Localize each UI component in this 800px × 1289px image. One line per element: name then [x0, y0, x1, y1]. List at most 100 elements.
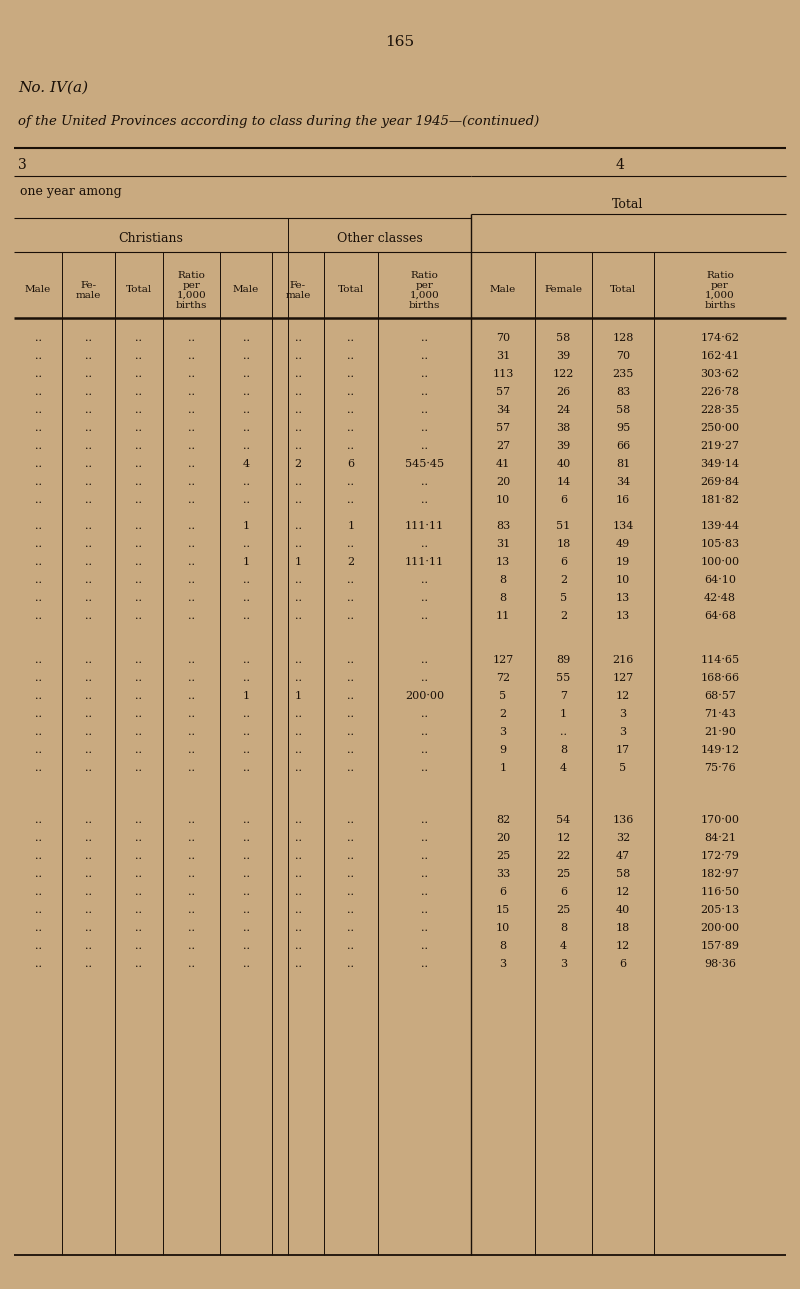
- Text: ..: ..: [242, 851, 250, 861]
- Text: ..: ..: [135, 833, 142, 843]
- Text: 122: 122: [553, 369, 574, 379]
- Text: ..: ..: [85, 941, 92, 951]
- Text: ..: ..: [34, 521, 42, 531]
- Text: of the United Provinces according to class during the year 1945—(continued): of the United Provinces according to cla…: [18, 116, 539, 129]
- Text: 105·83: 105·83: [701, 539, 739, 549]
- Text: ..: ..: [188, 459, 195, 469]
- Text: ..: ..: [294, 575, 302, 585]
- Text: ..: ..: [85, 441, 92, 451]
- Text: ..: ..: [188, 423, 195, 433]
- Text: 32: 32: [616, 833, 630, 843]
- Text: ..: ..: [242, 369, 250, 379]
- Text: 27: 27: [496, 441, 510, 451]
- Text: ..: ..: [85, 709, 92, 719]
- Text: ..: ..: [34, 423, 42, 433]
- Text: 17: 17: [616, 745, 630, 755]
- Text: 4: 4: [560, 941, 567, 951]
- Text: ..: ..: [242, 495, 250, 505]
- Text: ..: ..: [135, 905, 142, 915]
- Text: 71·43: 71·43: [704, 709, 736, 719]
- Text: ..: ..: [85, 423, 92, 433]
- Text: 1: 1: [294, 691, 302, 701]
- Text: ..: ..: [347, 709, 354, 719]
- Text: births: births: [176, 300, 207, 309]
- Text: 10: 10: [496, 495, 510, 505]
- Text: ..: ..: [347, 351, 354, 361]
- Text: per: per: [182, 281, 201, 290]
- Text: 19: 19: [616, 557, 630, 567]
- Text: 38: 38: [556, 423, 570, 433]
- Text: ..: ..: [85, 869, 92, 879]
- Text: 81: 81: [616, 459, 630, 469]
- Text: 128: 128: [612, 333, 634, 343]
- Text: ..: ..: [242, 655, 250, 665]
- Text: ..: ..: [85, 369, 92, 379]
- Text: Total: Total: [610, 285, 636, 294]
- Text: ..: ..: [242, 593, 250, 603]
- Text: 2: 2: [347, 557, 354, 567]
- Text: ..: ..: [242, 709, 250, 719]
- Text: 1: 1: [242, 521, 250, 531]
- Text: 8: 8: [499, 593, 506, 603]
- Text: 8: 8: [560, 745, 567, 755]
- Text: 25: 25: [496, 851, 510, 861]
- Text: ..: ..: [242, 405, 250, 415]
- Text: ..: ..: [242, 611, 250, 621]
- Text: ..: ..: [294, 387, 302, 397]
- Text: ..: ..: [188, 941, 195, 951]
- Text: 58: 58: [556, 333, 570, 343]
- Text: ..: ..: [135, 459, 142, 469]
- Text: 2: 2: [560, 611, 567, 621]
- Text: 72: 72: [496, 673, 510, 683]
- Text: ..: ..: [85, 575, 92, 585]
- Text: ..: ..: [421, 477, 428, 487]
- Text: ..: ..: [188, 539, 195, 549]
- Text: ..: ..: [421, 709, 428, 719]
- Text: ..: ..: [85, 655, 92, 665]
- Text: 216: 216: [612, 655, 634, 665]
- Text: 269·84: 269·84: [701, 477, 739, 487]
- Text: 1: 1: [499, 763, 506, 773]
- Text: ..: ..: [421, 959, 428, 969]
- Text: ..: ..: [34, 459, 42, 469]
- Text: 5: 5: [560, 593, 567, 603]
- Text: ..: ..: [85, 351, 92, 361]
- Text: 174·62: 174·62: [701, 333, 739, 343]
- Text: 40: 40: [556, 459, 570, 469]
- Text: ..: ..: [347, 745, 354, 755]
- Text: ..: ..: [85, 815, 92, 825]
- Text: ..: ..: [294, 521, 302, 531]
- Text: ..: ..: [135, 351, 142, 361]
- Text: 127: 127: [492, 655, 514, 665]
- Text: 3: 3: [499, 727, 506, 737]
- Text: ..: ..: [294, 923, 302, 933]
- Text: ..: ..: [188, 727, 195, 737]
- Text: 7: 7: [560, 691, 567, 701]
- Text: Other classes: Other classes: [337, 232, 422, 245]
- Text: ..: ..: [34, 745, 42, 755]
- Text: 172·79: 172·79: [701, 851, 739, 861]
- Text: ..: ..: [421, 423, 428, 433]
- Text: ..: ..: [188, 387, 195, 397]
- Text: ..: ..: [135, 333, 142, 343]
- Text: ..: ..: [85, 673, 92, 683]
- Text: ..: ..: [188, 495, 195, 505]
- Text: 2: 2: [294, 459, 302, 469]
- Text: one year among: one year among: [20, 186, 122, 199]
- Text: ..: ..: [135, 521, 142, 531]
- Text: ..: ..: [242, 441, 250, 451]
- Text: ..: ..: [188, 851, 195, 861]
- Text: 11: 11: [496, 611, 510, 621]
- Text: ..: ..: [34, 727, 42, 737]
- Text: ..: ..: [135, 405, 142, 415]
- Text: ..: ..: [34, 477, 42, 487]
- Text: ..: ..: [347, 387, 354, 397]
- Text: ..: ..: [294, 441, 302, 451]
- Text: ..: ..: [34, 905, 42, 915]
- Text: 116·50: 116·50: [701, 887, 739, 897]
- Text: ..: ..: [135, 869, 142, 879]
- Text: 182·97: 182·97: [701, 869, 739, 879]
- Text: ..: ..: [242, 673, 250, 683]
- Text: ..: ..: [188, 869, 195, 879]
- Text: 100·00: 100·00: [701, 557, 739, 567]
